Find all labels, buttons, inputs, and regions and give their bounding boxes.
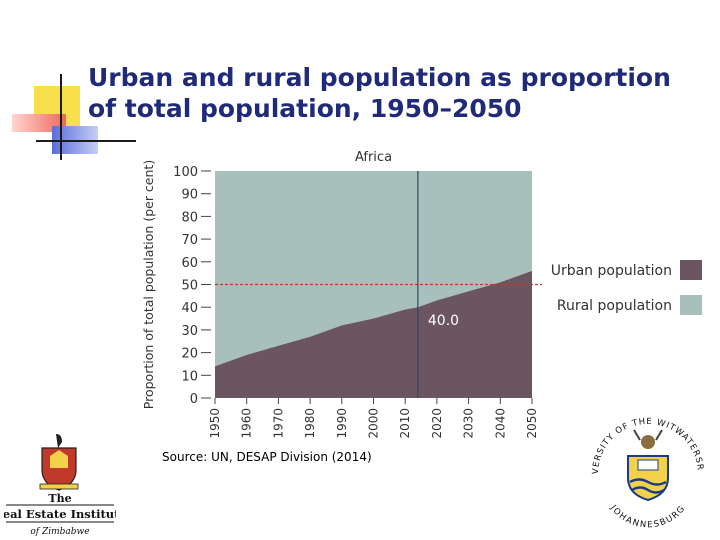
y-tick-label: 50 [181,279,198,294]
x-tick-label: 1950 [208,408,222,439]
legend-urban-swatch [680,260,702,280]
y-axis-label: Proportion of total population (per cent… [141,160,156,409]
x-tick-label: 1990 [335,408,349,439]
y-tick-label: 80 [181,210,198,225]
slide-title-line-1: Urban and rural population as proportion [88,63,671,92]
y-tick-label: 60 [181,256,198,271]
y-tick-label: 30 [181,324,198,339]
y-tick-label: 20 [181,347,198,362]
rei-country-text: of Zimbabwe [30,527,89,537]
chart-title: Africa [355,150,392,165]
deco-vertical-line [60,74,62,160]
x-tick-label: 2000 [367,408,381,439]
x-tick-label: 2050 [525,408,539,439]
rural-population-area [215,171,532,367]
y-tick-label: 70 [181,233,198,248]
x-tick-label: 2040 [493,408,507,439]
x-tick-label: 1980 [303,408,317,439]
wits-shield-icon [627,429,669,502]
rei-the-text: The [48,492,71,505]
legend-rural-swatch [680,295,702,315]
deco-horizontal-line [36,140,136,142]
x-tick-label: 2030 [462,408,476,439]
x-tick-label: 1960 [240,408,254,439]
slide-title-line-2: of total population, 1950–2050 [88,94,522,123]
annotation-label: 40.0 [428,313,459,329]
y-tick-label: 40 [181,301,198,316]
y-tick-label: 100 [173,165,198,180]
y-tick-label: 0 [190,392,198,407]
wits-city-text: JOHANNESBURG [607,503,688,531]
y-tick-label: 90 [181,188,198,203]
rei-logo: The Real Estate Institute of Zimbabwe [4,434,116,537]
x-tick-label: 2010 [398,408,412,439]
rei-name-text: Real Estate Institute [4,507,116,521]
y-tick-label: 10 [181,369,198,384]
rei-crest-icon [39,434,79,491]
legend-urban-label: Urban population [551,263,672,279]
legend-rural-label: Rural population [557,298,672,314]
x-tick-label: 1970 [271,408,285,439]
source-note: Source: UN, DESAP Division (2014) [162,450,372,464]
slide-title: Urban and rural population as proportion… [88,62,708,124]
x-tick-label: 2020 [430,408,444,439]
urban-population-area [215,270,532,398]
wits-logo: UNIVERSITY OF THE WITWATERSRAND JOHANNES… [578,402,704,531]
